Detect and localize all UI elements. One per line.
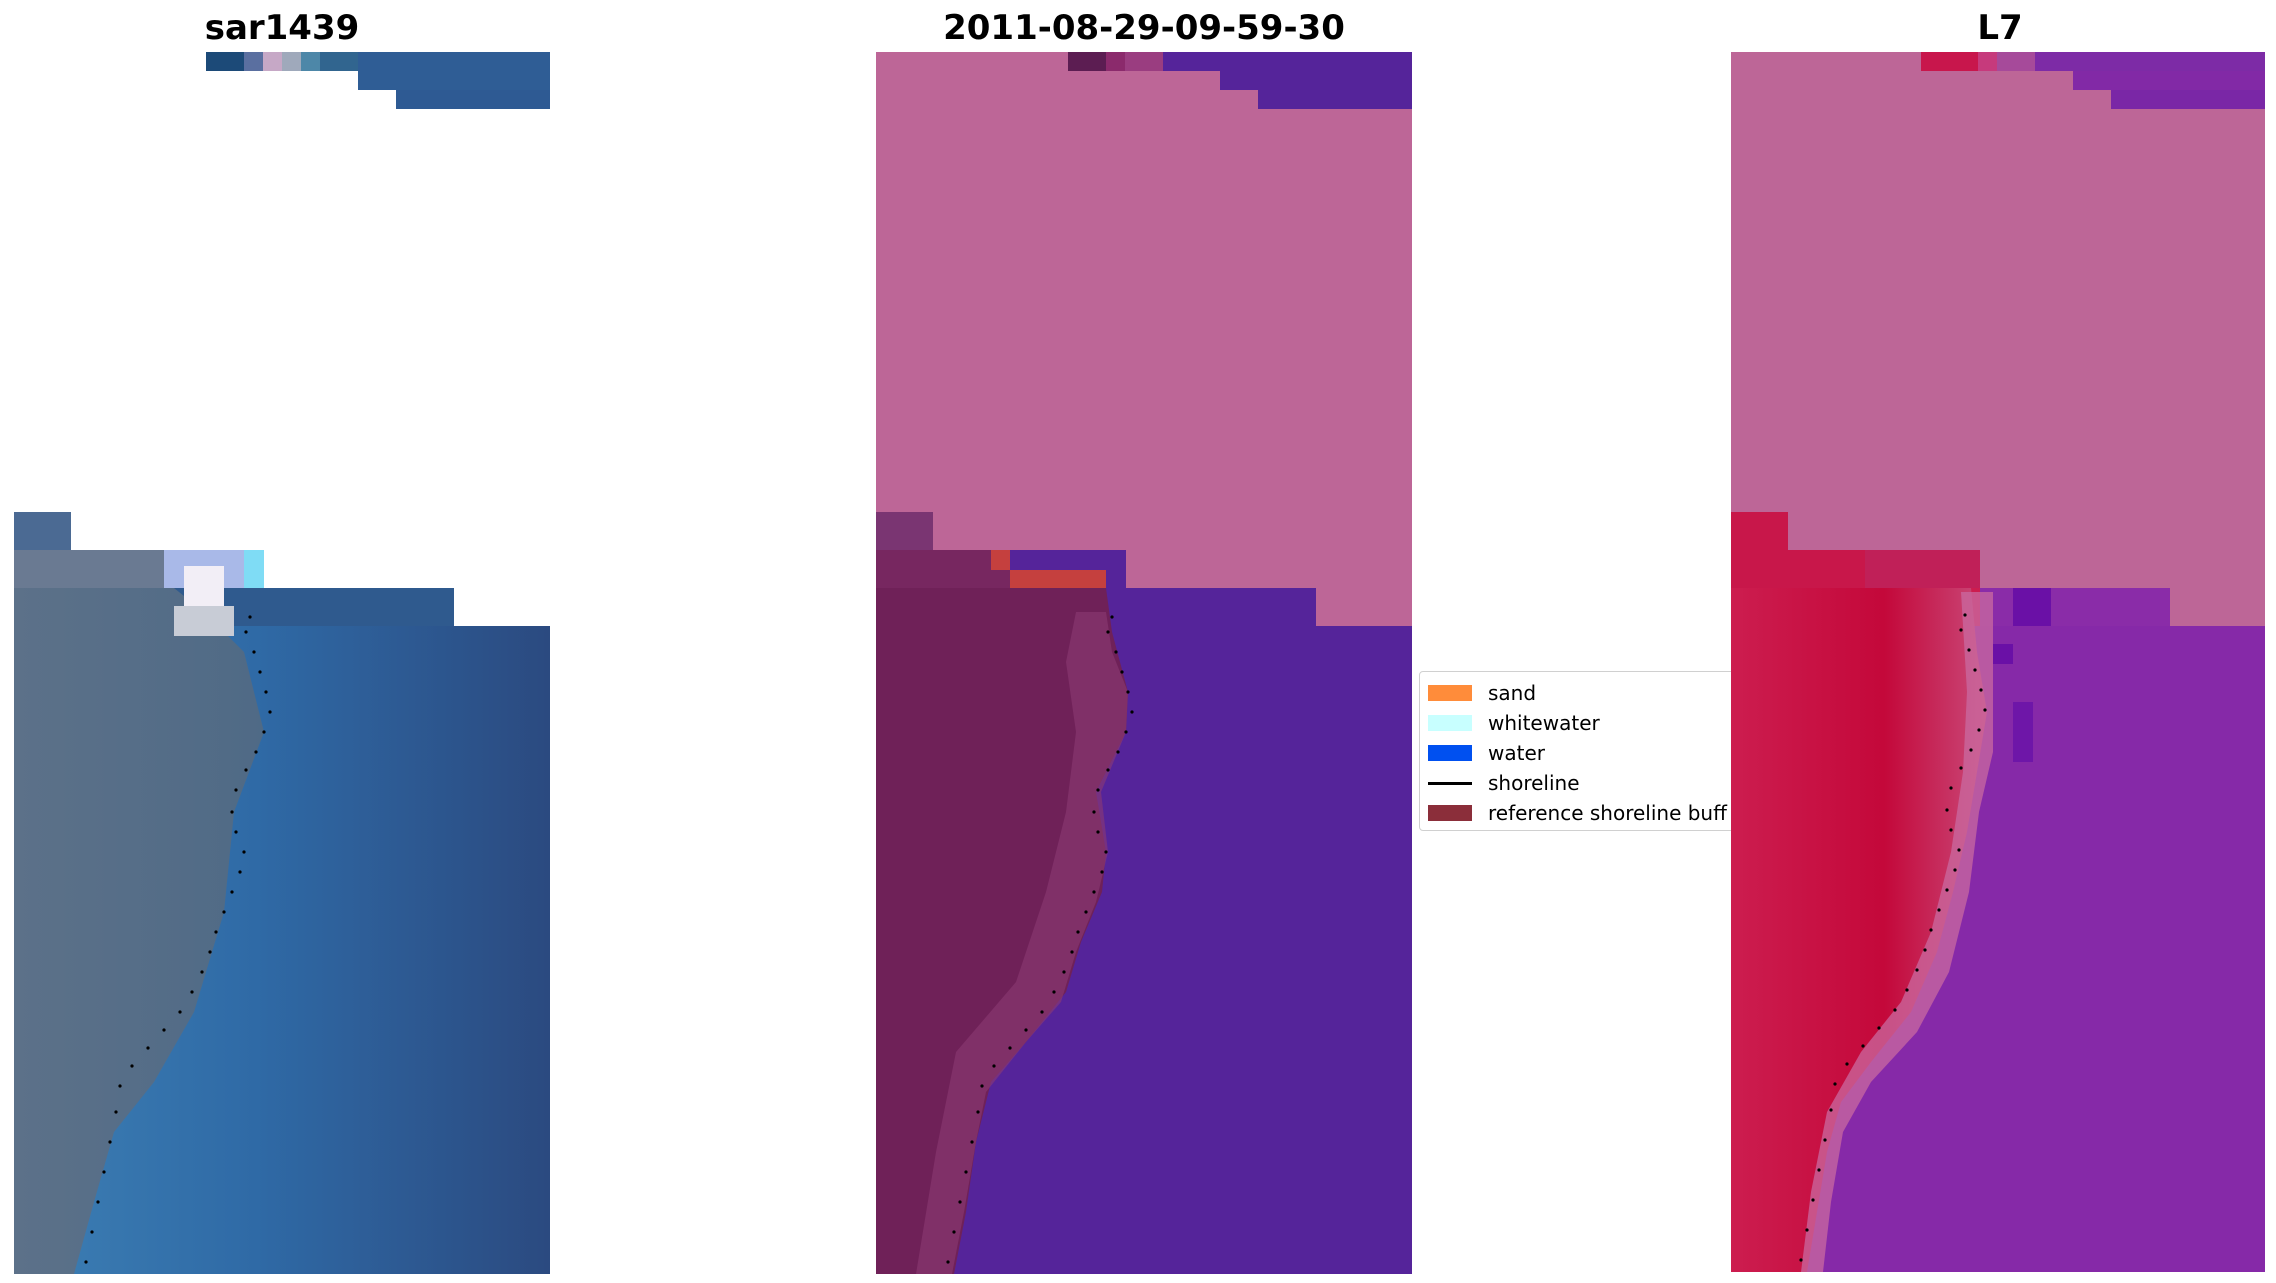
legend-label-water: water [1488,741,1545,765]
classified-shoreline [946,615,1134,1264]
panel-title-classified: 2011-08-29-09-59-30 [943,8,1345,48]
rgb-shoreline [84,615,272,1264]
mndwi-top-strip [1921,52,2265,109]
rgb-main-image [14,512,550,1274]
legend-label-whitewater: whitewater [1488,711,1600,735]
classified-main-image [876,512,1412,1274]
legend-label-shoreline: shoreline [1488,771,1580,795]
legend-item-sand: sand [1420,678,1536,708]
legend-label-sand: sand [1488,681,1537,705]
legend-item-reference-buffer: reference shoreline buff [1420,798,1727,828]
legend: sand whitewater water shoreline referenc… [1419,671,1741,831]
rgb-top-strip [206,52,550,109]
legend-label-reference-buffer: reference shoreline buff [1488,801,1727,825]
legend-item-whitewater: whitewater [1420,708,1600,738]
mndwi-main-image [1731,512,2265,1272]
legend-swatch-water [1428,745,1472,761]
legend-item-water: water [1420,738,1545,768]
legend-swatch-whitewater [1428,715,1472,731]
classified-top-strip [1068,52,1412,109]
panel-title-rgb: sar1439 [204,8,360,48]
legend-swatch-reference-buffer [1428,805,1472,821]
legend-line-shoreline [1428,781,1472,785]
legend-swatch-sand [1428,685,1472,701]
classified-image-panel [876,52,1412,1274]
rgb-image-panel [14,52,550,1274]
panel-title-mndwi: L7 [1977,8,2023,48]
legend-item-shoreline: shoreline [1420,768,1580,798]
mndwi-image-panel [1731,52,2265,1272]
mndwi-shoreline [1799,613,1987,1262]
